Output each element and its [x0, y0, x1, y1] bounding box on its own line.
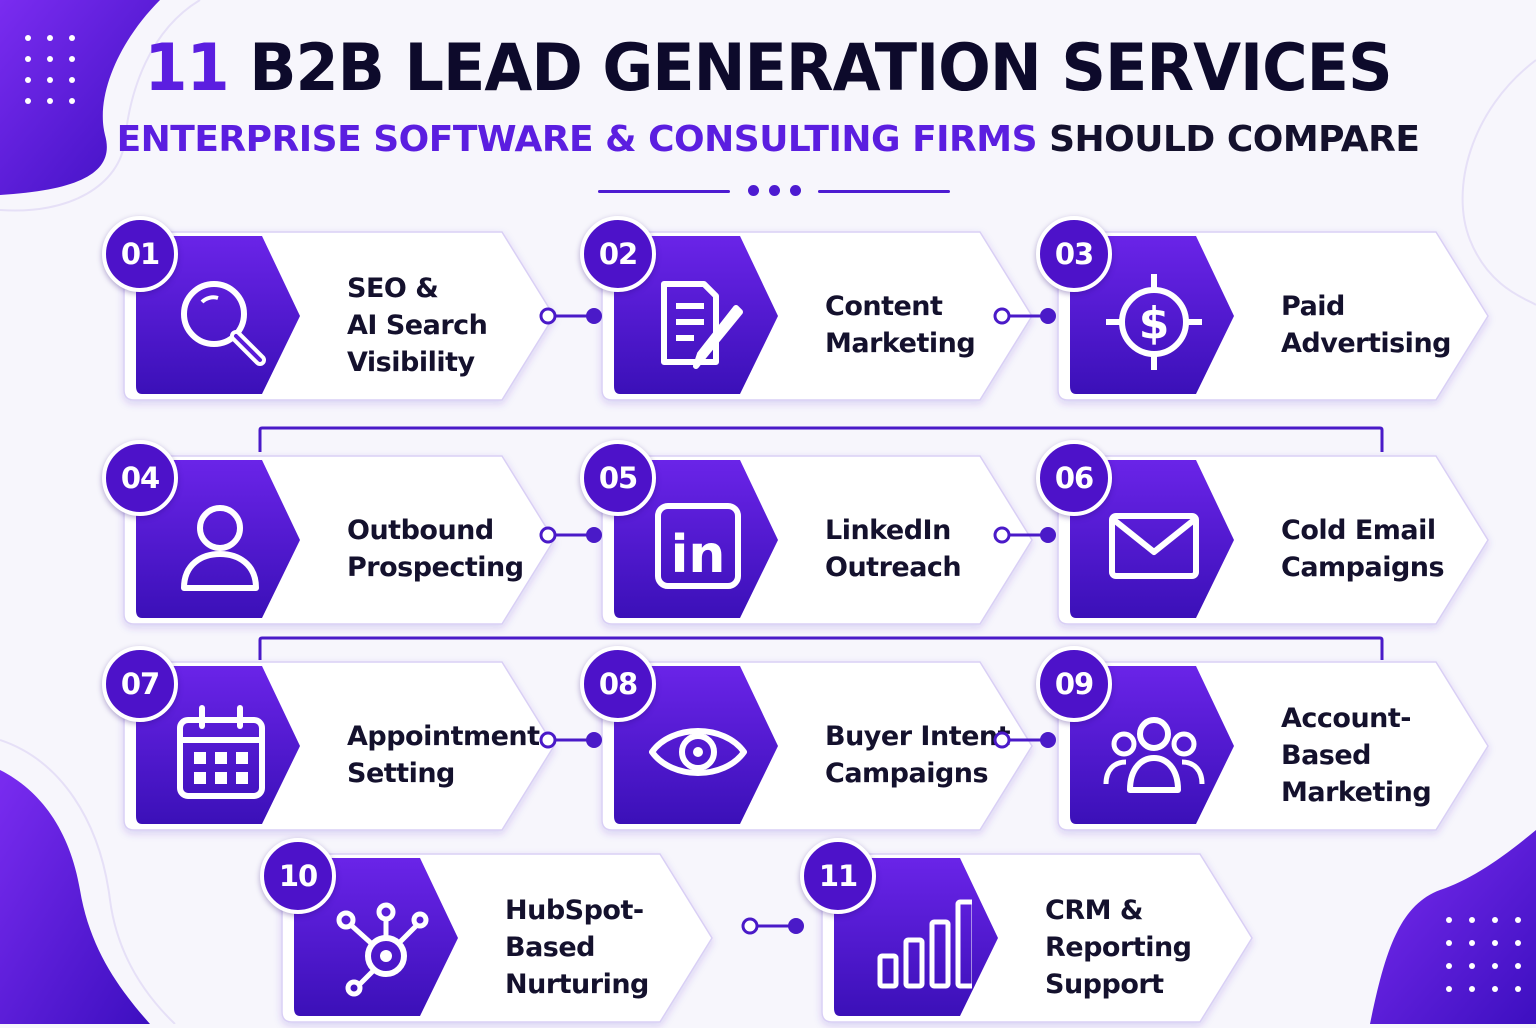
svg-text:in: in: [671, 525, 726, 585]
card-shape: [1057, 231, 1489, 401]
service-number-badge: 04: [102, 440, 178, 516]
service-card-04: Outbound Prospecting 04: [102, 440, 562, 630]
corner-blob-top-left: [0, 0, 160, 195]
service-card-08: Buyer Intent Campaigns 08: [580, 646, 1040, 836]
connector: [538, 525, 608, 545]
service-card-05: in LinkedIn Outreach 05: [580, 440, 1040, 630]
svg-text:$: $: [1139, 298, 1170, 349]
service-label: HubSpot-Based Nurturing: [505, 882, 705, 1012]
connector: [538, 730, 608, 750]
user-icon: [181, 505, 259, 591]
service-label-line: Paid: [1281, 291, 1345, 322]
service-number-badge: 03: [1036, 216, 1112, 292]
bar-chart-icon: [877, 899, 972, 989]
envelope-icon: [1109, 513, 1199, 579]
document-pencil-icon: [661, 281, 743, 369]
connector: [992, 306, 1062, 326]
service-label: Paid Advertising: [1281, 260, 1481, 390]
service-label-line: Content: [825, 291, 943, 322]
service-card-01: SEO & AI Search Visibility 01: [102, 216, 562, 406]
service-label-line: Outbound: [347, 515, 494, 546]
service-number-badge: 07: [102, 646, 178, 722]
service-label-line: Outreach: [825, 552, 962, 583]
card-shape: [281, 853, 713, 1023]
service-number-badge: 09: [1036, 646, 1112, 722]
eye-icon: [649, 728, 747, 776]
service-label-line: AI Search: [347, 309, 488, 341]
magnifying-glass-icon: [181, 281, 266, 366]
service-label-line: Visibility: [347, 346, 475, 378]
service-label-line: Setting: [347, 758, 455, 789]
service-card-06: Cold Email Campaigns 06: [1036, 440, 1496, 630]
service-card-10: HubSpot-Based Nurturing 10: [260, 838, 720, 1028]
card-shape: [601, 661, 1033, 831]
card-shape: [123, 455, 555, 625]
dot-grid-top-left: [25, 35, 75, 104]
service-card-11: CRM & Reporting Support 11: [800, 838, 1260, 1028]
service-label: Buyer Intent Campaigns: [825, 690, 1025, 820]
service-label: Cold Email Campaigns: [1281, 484, 1481, 614]
service-number-badge: 05: [580, 440, 656, 516]
service-number-badge: 08: [580, 646, 656, 722]
calendar-icon: [177, 705, 265, 799]
service-label: SEO & AI Search Visibility: [347, 260, 547, 390]
service-card-03: $ Paid Advertising 03: [1036, 216, 1496, 406]
service-label: Content Marketing: [825, 260, 1025, 390]
service-label-line: Appointment: [347, 721, 540, 752]
card-shape: [601, 231, 1033, 401]
page-title: 11 B2B LEAD GENERATION SERVICES: [0, 28, 1536, 108]
service-label-line: Account-Based: [1281, 702, 1412, 771]
service-label-line: Marketing: [1281, 776, 1432, 808]
hubspot-icon: [336, 902, 429, 997]
service-label-line: Prospecting: [347, 552, 524, 583]
connector: [992, 730, 1062, 750]
service-card-02: Content Marketing 02: [580, 216, 1040, 406]
page-subtitle: ENTERPRISE SOFTWARE & CONSULTING FIRMS S…: [0, 118, 1536, 162]
service-label: LinkedIn Outreach: [825, 484, 1025, 614]
service-label-line: Campaigns: [825, 758, 989, 789]
service-label: CRM & Reporting Support: [1045, 882, 1245, 1012]
corner-blob-bottom-right: [1370, 830, 1536, 1024]
service-label: Account-Based Marketing: [1281, 690, 1481, 820]
subtitle-accent: ENTERPRISE SOFTWARE & CONSULTING FIRMS: [116, 119, 1038, 160]
service-label-line: Nurturing: [505, 968, 649, 1000]
row-link-1-2: [258, 426, 1384, 452]
subtitle-text: SHOULD COMPARE: [1049, 119, 1420, 160]
service-card-09: Account-Based Marketing 09: [1036, 646, 1496, 836]
service-label-line: Marketing: [825, 328, 976, 359]
connector: [538, 306, 608, 326]
service-label: Appointment Setting: [347, 690, 547, 820]
service-label-line: Campaigns: [1281, 552, 1445, 583]
title-number: 11: [144, 29, 229, 106]
service-number-badge: 01: [102, 216, 178, 292]
title-divider: [598, 181, 950, 201]
connector: [740, 916, 810, 936]
connector: [992, 525, 1062, 545]
service-label-line: Advertising: [1281, 328, 1452, 359]
group-icon: [1103, 717, 1205, 793]
dot-grid-bottom-right: [1446, 917, 1521, 992]
corner-blob-bottom-left: [0, 770, 150, 1024]
service-number-badge: 02: [580, 216, 656, 292]
service-label-line: SEO &: [347, 272, 439, 304]
service-label-line: Buyer Intent: [825, 721, 1011, 752]
linkedin-icon: in: [655, 503, 741, 589]
header: 11 B2B LEAD GENERATION SERVICES ENTERPRI…: [0, 28, 1536, 162]
title-text: B2B LEAD GENERATION SERVICES: [249, 29, 1392, 106]
service-label-line: Support: [1045, 968, 1164, 1000]
service-label-line: Cold Email: [1281, 515, 1436, 546]
service-number-badge: 10: [260, 838, 336, 914]
service-label-line: LinkedIn: [825, 515, 951, 546]
service-number-badge: 11: [800, 838, 876, 914]
dollar-target-icon: $: [1106, 274, 1202, 370]
service-label: Outbound Prospecting: [347, 484, 547, 614]
service-label-line: HubSpot-Based: [505, 894, 644, 963]
service-number-badge: 06: [1036, 440, 1112, 516]
service-label-line: CRM & Reporting: [1045, 894, 1192, 963]
service-card-07: Appointment Setting 07: [102, 646, 562, 836]
row-link-2-3: [258, 636, 1384, 660]
